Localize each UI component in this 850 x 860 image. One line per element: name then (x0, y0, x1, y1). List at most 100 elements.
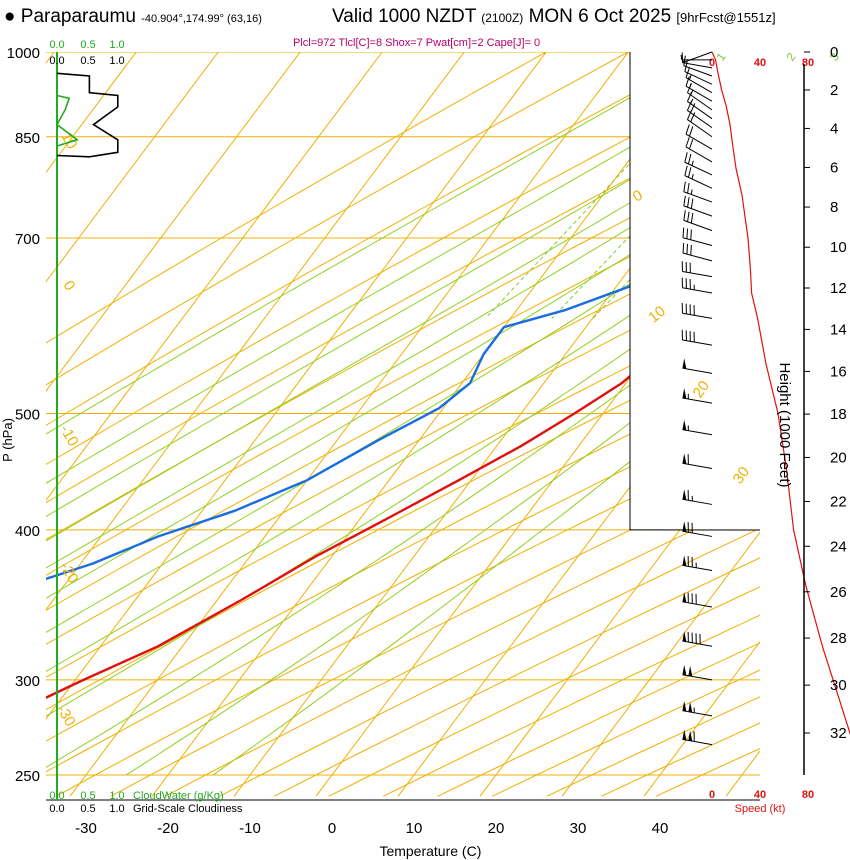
wind-barb (684, 61, 713, 85)
cloudiness-bottom-tick: 0.5 (80, 803, 95, 815)
wind-barb (685, 124, 713, 150)
speed-top-tick: 0 (709, 57, 715, 69)
dry-adiabat (46, 52, 760, 797)
height-tick-label: 28 (830, 630, 847, 647)
dry-adiabat (46, 52, 760, 797)
station-name: Paraparaumu (20, 6, 136, 27)
cloudiness-top-tick: 1.0 (109, 55, 124, 67)
dry-adiabat (46, 52, 760, 797)
height-tick-label: 24 (830, 538, 847, 555)
dry-adiabat (655, 52, 760, 797)
dry-adiabat (46, 52, 760, 797)
isotherm-line (46, 52, 484, 797)
moist-adiabat (46, 52, 760, 776)
dry-adiabat (110, 52, 760, 797)
wind-barb (681, 52, 713, 69)
x-axis-title: Temperature (C) (379, 843, 481, 859)
speed-bottom-tick: 40 (754, 789, 766, 801)
valid-date: MON 6 Oct 2025 (528, 6, 672, 27)
temperature-tick-label: 30 (570, 820, 587, 837)
temperature-tick-label: -10 (239, 820, 261, 837)
dry-adiabat (273, 52, 760, 797)
speed-bottom-tick: 80 (802, 789, 814, 801)
height-tick-label: 18 (830, 406, 847, 423)
speed-top-tick: 80 (802, 57, 814, 69)
cloudwater-bottom-tick: 1.0 (109, 790, 124, 802)
height-tick-label: 4 (830, 120, 838, 137)
moist-adiabat (46, 52, 760, 776)
wind-barb (683, 181, 713, 203)
wind-barb (686, 91, 713, 120)
wind-barb (686, 110, 713, 138)
plot-area (46, 52, 760, 797)
wind-barb (685, 137, 713, 163)
cloudwater-profile (55, 94, 80, 147)
pressure-tick-label: 700 (15, 231, 40, 248)
wind-barb (686, 83, 713, 111)
wind-barb (682, 388, 713, 404)
isotherm-label: 10 (57, 129, 80, 152)
isotherm-label: 0 (630, 187, 646, 206)
mixing-ratio-line (592, 52, 760, 319)
isotherm-line (46, 52, 320, 797)
isotherm-line (69, 52, 648, 797)
mixing-ratio-line (551, 52, 760, 319)
cloudiness-bottom-tick: 0.0 (49, 803, 64, 815)
wind-speed-profile (711, 51, 850, 736)
wind-barb (682, 489, 713, 505)
pressure-tick-label: 250 (15, 768, 40, 785)
pressure-tick-label: 1000 (7, 45, 40, 62)
stability-stats: Plcl=972 Tlcl[C]=8 Shox=7 Pwat[cm]=2 Cap… (293, 37, 541, 49)
valid-time: Valid 1000 NZDT (332, 6, 476, 27)
height-axis-title: Height (1000 Feet) (776, 362, 793, 487)
temperature-trace (46, 52, 760, 746)
wind-barb (683, 210, 713, 232)
cloudiness-bottom-tick: 1.0 (109, 803, 124, 815)
wind-barb (681, 302, 713, 319)
wind-barb (684, 152, 713, 176)
isotherm-line (643, 52, 760, 797)
moist-adiabat (46, 52, 760, 776)
wind-barb (683, 55, 713, 77)
height-tick-label: 8 (830, 199, 838, 216)
wind-barb (682, 729, 713, 746)
dry-adiabat (46, 52, 760, 797)
dry-adiabat (46, 52, 760, 797)
dry-adiabat (46, 52, 760, 797)
forecast-label: [9hrFcst@1551z] (676, 10, 776, 25)
wind-barb (682, 631, 713, 647)
dry-adiabat (46, 52, 760, 797)
isotherm-label: -20 (56, 559, 82, 586)
header-title-row: ● Paraparaumu -40.904°,174.99° (63,16) (4, 6, 262, 28)
height-tick-label: 30 (830, 677, 847, 694)
dry-adiabat (601, 52, 760, 797)
wind-barb (686, 100, 713, 129)
height-tick-label: 22 (830, 493, 847, 510)
speed-bottom-tick: 0 (709, 789, 715, 801)
cloudiness-label: Grid-Scale Cloudiness (133, 803, 243, 815)
height-tick-label: 14 (830, 321, 847, 338)
temperature-tick-label: 10 (406, 820, 423, 837)
dry-adiabat (164, 52, 760, 797)
isotherm-line (315, 52, 760, 797)
height-tick-label: 20 (830, 449, 847, 466)
height-tick-label: 16 (830, 363, 847, 380)
pressure-tick-label: 300 (15, 673, 40, 690)
wind-barb (682, 227, 713, 247)
isotherm-line (46, 52, 238, 797)
moist-adiabat (46, 52, 760, 776)
dewpoint-trace (46, 52, 760, 746)
cloudwater-top-tick: 0.0 (49, 39, 64, 51)
cloudwater-top-tick: 0.5 (80, 39, 95, 51)
cloudwater-label: CloudWater (g/Kg) (133, 790, 224, 802)
wind-barb (685, 67, 713, 94)
wind-barb (681, 277, 713, 294)
wind-barb (682, 664, 713, 681)
cloudiness-profile (56, 72, 119, 158)
wind-barb (680, 54, 712, 61)
mixing-ratio-label: 2 (783, 50, 798, 64)
wind-barb (684, 165, 713, 189)
moist-adiabat (125, 52, 760, 776)
speed-axis-title: Speed (kt) (735, 803, 786, 815)
